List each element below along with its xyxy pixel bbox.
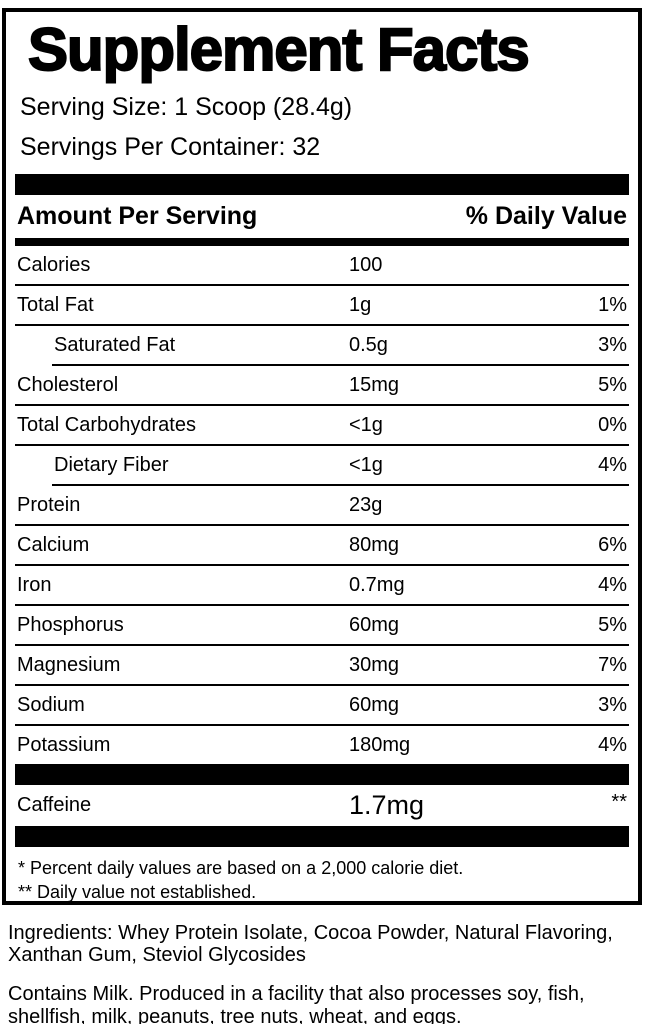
nutrient-amount: 100	[349, 253, 383, 276]
servings-per-container: Servings Per Container: 32	[20, 133, 321, 161]
footnote-daily-values: * Percent daily values are based on a 2,…	[18, 858, 464, 878]
footnote-not-established: ** Daily value not established.	[18, 882, 257, 902]
row-separator	[15, 564, 629, 566]
table-row: Total Carbohydrates <1g 0%	[15, 406, 629, 444]
nutrient-name: Calcium	[17, 533, 90, 556]
nutrient-daily-value: 6%	[598, 533, 627, 556]
nutrient-daily-value: 3%	[598, 693, 627, 716]
nutrient-name: Magnesium	[17, 653, 121, 676]
daily-value-header: % Daily Value	[465, 202, 627, 230]
footnotes: * Percent daily values are based on a 2,…	[18, 856, 629, 902]
row-separator	[15, 444, 629, 446]
nutrient-amount: 0.7mg	[349, 573, 405, 596]
table-row: Calories 100	[15, 246, 629, 284]
nutrient-daily-value: **	[611, 791, 627, 813]
nutrient-daily-value: 1%	[598, 293, 627, 316]
nutrient-amount: 23g	[349, 493, 383, 516]
nutrient-amount: 60mg	[349, 613, 400, 636]
nutrient-daily-value: 0%	[598, 413, 627, 436]
table-row: Total Fat 1g 1%	[15, 286, 629, 324]
divider-bar-caffeine-bottom	[15, 826, 629, 847]
row-separator	[15, 524, 629, 526]
nutrient-name: Caffeine	[17, 794, 92, 816]
table-row: Iron 0.7mg 4%	[15, 566, 629, 604]
nutrient-daily-value: 5%	[598, 613, 627, 636]
nutrient-amount: 180mg	[349, 733, 411, 756]
nutrient-amount: 0.5g	[349, 333, 388, 356]
nutrient-daily-value: 4%	[598, 453, 627, 476]
nutrient-name: Calories	[17, 253, 91, 276]
panel-title: Supplement Facts	[27, 16, 531, 83]
nutrient-name: Total Fat	[17, 293, 94, 316]
divider-bar-header	[15, 238, 629, 246]
nutrient-amount: 80mg	[349, 533, 400, 556]
nutrient-amount: <1g	[349, 453, 383, 476]
nutrient-daily-value: 4%	[598, 733, 627, 756]
table-row: Dietary Fiber <1g 4%	[15, 446, 629, 484]
row-separator	[15, 404, 629, 406]
nutrient-name: Protein	[17, 493, 81, 516]
divider-bar-top	[15, 174, 629, 195]
nutrient-amount: 30mg	[349, 653, 400, 676]
caffeine-row: Caffeine 1.7mg **	[15, 785, 629, 826]
table-row: Calcium 80mg 6%	[15, 526, 629, 564]
supplement-facts-panel: Supplement Facts Serving Size: 1 Scoop (…	[2, 8, 642, 905]
row-separator	[52, 364, 629, 366]
table-row: Phosphorus 60mg 5%	[15, 606, 629, 644]
nutrient-name: Total Carbohydrates	[17, 413, 196, 436]
table-row: Saturated Fat 0.5g 3%	[15, 326, 629, 364]
nutrient-amount: <1g	[349, 413, 383, 436]
nutrient-name: Sodium	[17, 693, 85, 716]
nutrient-daily-value: 4%	[598, 573, 627, 596]
nutrient-name: Potassium	[17, 733, 111, 756]
divider-bar-caffeine-top	[15, 764, 629, 785]
row-separator	[15, 604, 629, 606]
nutrient-name: Saturated Fat	[54, 333, 176, 356]
table-row: Protein 23g	[15, 486, 629, 524]
allergen-statement: Contains Milk. Produced in a facility th…	[8, 983, 585, 1024]
table-row: Sodium 60mg 3%	[15, 686, 629, 724]
nutrient-daily-value: 3%	[598, 333, 627, 356]
nutrient-amount: 1.7mg	[349, 790, 425, 820]
ingredients-text: Ingredients: Whey Protein Isolate, Cocoa…	[8, 922, 613, 966]
row-separator	[15, 324, 629, 326]
table-row: Cholesterol 15mg 5%	[15, 366, 629, 404]
nutrient-daily-value: 7%	[598, 653, 627, 676]
row-separator	[15, 724, 629, 726]
row-separator	[15, 284, 629, 286]
nutrient-amount: 60mg	[349, 693, 400, 716]
table-row: Potassium 180mg 4%	[15, 726, 629, 764]
table-header: Amount Per Serving % Daily Value	[15, 195, 629, 238]
nutrient-daily-value: 5%	[598, 373, 627, 396]
nutrient-rows: Calories 100 Total Fat 1g 1% Saturated F…	[15, 246, 629, 764]
nutrient-name: Iron	[17, 573, 52, 596]
row-separator	[15, 644, 629, 646]
row-separator	[52, 484, 629, 486]
nutrient-amount: 15mg	[349, 373, 400, 396]
row-separator	[15, 684, 629, 686]
table-row: Magnesium 30mg 7%	[15, 646, 629, 684]
nutrient-name: Cholesterol	[17, 373, 119, 396]
nutrient-name: Dietary Fiber	[54, 453, 169, 476]
nutrient-name: Phosphorus	[17, 613, 124, 636]
amount-per-serving-header: Amount Per Serving	[17, 202, 258, 230]
serving-size: Serving Size: 1 Scoop (28.4g)	[20, 93, 353, 121]
nutrient-amount: 1g	[349, 293, 372, 316]
